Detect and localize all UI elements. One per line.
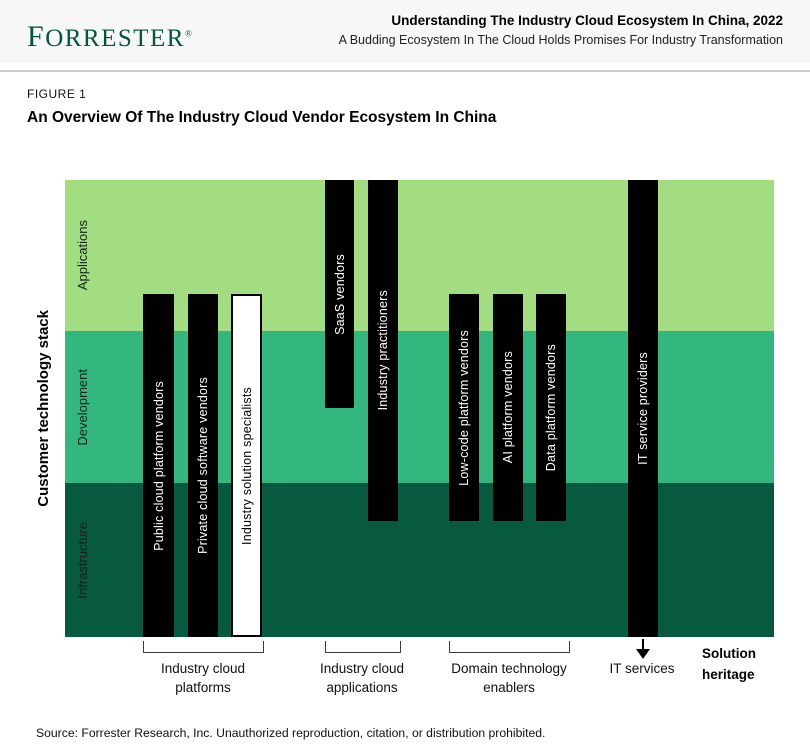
customer-technology-stack-label: Customer technology stack bbox=[34, 310, 52, 507]
bracket-industry-cloud-platforms bbox=[143, 641, 264, 653]
group-label-it-services: IT services bbox=[609, 661, 675, 676]
bracket-industry-cloud-applications bbox=[325, 641, 401, 653]
development-label: Development bbox=[74, 368, 90, 446]
infrastructure-label-wrap: Infrastructure bbox=[70, 483, 94, 637]
bar-public-cloud-platform-vendors: Public cloud platform vendors bbox=[143, 294, 174, 637]
bar-label: Industry solution specialists bbox=[239, 386, 254, 545]
applications-label: Applications bbox=[74, 220, 90, 291]
group-label-line: enablers bbox=[483, 680, 535, 695]
bar-label: Low-code platform vendors bbox=[457, 329, 471, 486]
bar-label: Public cloud platform vendors bbox=[151, 380, 166, 551]
infrastructure-label: Infrastructure bbox=[74, 521, 90, 599]
group-label-line: Industry cloud bbox=[319, 661, 405, 676]
y-axis-title-wrap: Customer technology stack bbox=[30, 180, 56, 637]
bar-ai-platform-vendors: AI platform vendors bbox=[493, 294, 523, 521]
it-services-arrow-line bbox=[642, 639, 644, 650]
bar-label: Data platform vendors bbox=[544, 343, 558, 472]
bar-data-platform-vendors: Data platform vendors bbox=[536, 294, 566, 521]
registered-trademark-mark: ® bbox=[184, 28, 194, 39]
forrester-logo: FORRESTER® bbox=[27, 20, 193, 54]
group-label-line: platforms bbox=[175, 680, 231, 695]
bar-industry-solution-specialists: Industry solution specialists bbox=[231, 294, 262, 637]
development-label-wrap: Development bbox=[70, 331, 94, 483]
bar-label: Industry practitioners bbox=[376, 290, 390, 411]
applications-label-wrap: Applications bbox=[70, 180, 94, 331]
bar-industry-practitioners: Industry practitioners bbox=[368, 180, 398, 521]
down-arrow-icon bbox=[636, 649, 650, 659]
bar-saas-vendors: SaaS vendors bbox=[325, 180, 354, 408]
group-label-line: Domain technology bbox=[451, 661, 567, 676]
bar-low-code-platform-vendors: Low-code platform vendors bbox=[449, 294, 479, 521]
group-label-domain-technology-enablers: Domain technology enablers bbox=[436, 659, 582, 697]
report-subtitle: A Budding Ecosystem In The Cloud Holds P… bbox=[338, 33, 783, 47]
group-label-line: Industry cloud bbox=[160, 661, 246, 676]
solution-heritage-label: Solution heritage bbox=[702, 643, 756, 685]
header-divider bbox=[0, 70, 810, 72]
bar-label: Private cloud software vendors bbox=[196, 377, 210, 554]
figure-label: FIGURE 1 bbox=[27, 87, 87, 101]
report-header: FORRESTER® Understanding The Industry Cl… bbox=[0, 0, 810, 63]
bar-label: AI platform vendors bbox=[501, 351, 515, 464]
solution-heritage-line: heritage bbox=[702, 667, 755, 682]
bar-label: SaaS vendors bbox=[332, 253, 347, 335]
bar-it-service-providers: IT service providers bbox=[628, 180, 658, 637]
group-label-industry-cloud-applications: Industry cloud applications bbox=[292, 659, 432, 697]
group-label-line: applications bbox=[326, 680, 398, 695]
bar-private-cloud-software-vendors: Private cloud software vendors bbox=[188, 294, 218, 637]
solution-heritage-line: Solution bbox=[702, 646, 756, 661]
group-label-industry-cloud-platforms: Industry cloud platforms bbox=[133, 659, 273, 697]
bracket-domain-technology-enablers bbox=[449, 641, 570, 653]
forrester-logo-text: FORRESTER bbox=[27, 20, 185, 53]
bar-label: IT service providers bbox=[636, 352, 650, 465]
report-title: Understanding The Industry Cloud Ecosyst… bbox=[391, 13, 783, 28]
source-note: Source: Forrester Research, Inc. Unautho… bbox=[36, 726, 546, 740]
figure-title: An Overview Of The Industry Cloud Vendor… bbox=[27, 109, 497, 126]
